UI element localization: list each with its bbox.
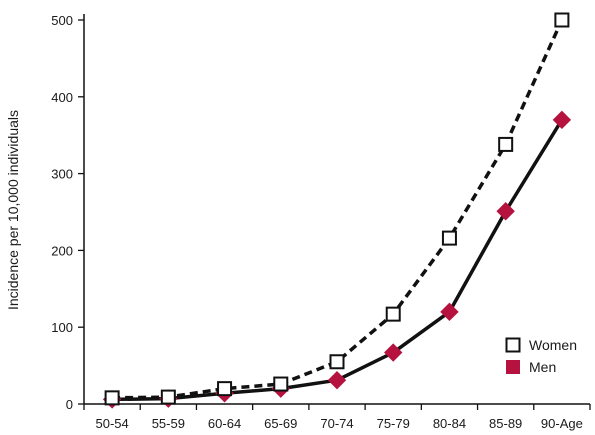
legend-marker-men	[506, 360, 520, 374]
series-line-women	[112, 19, 564, 400]
y-tick-label: 500	[51, 13, 73, 28]
data-point-women	[441, 230, 457, 246]
x-tick-label: 75-79	[377, 416, 410, 431]
data-point-women	[160, 389, 176, 405]
x-tick-label: 90-Age	[541, 416, 583, 431]
y-axis-ticks: 0 100 200 300 400 500	[51, 13, 84, 412]
y-tick-label: 100	[51, 320, 73, 335]
legend: Women Men	[505, 337, 577, 375]
data-point-women	[498, 136, 514, 152]
series-markers	[102, 12, 572, 409]
data-point-men	[384, 343, 403, 362]
data-point-women	[385, 306, 401, 322]
data-point-women	[329, 354, 345, 370]
y-tick-label: 200	[51, 243, 73, 258]
y-axis-title: Incidence per 10,000 individuals	[5, 110, 21, 310]
data-point-men	[552, 110, 572, 130]
legend-label-men: Men	[529, 359, 556, 375]
data-point-men	[327, 370, 347, 390]
legend-marker-women	[505, 337, 521, 353]
data-point-women	[104, 390, 120, 406]
x-tick-label: 85-89	[489, 416, 522, 431]
data-point-women	[554, 12, 570, 28]
legend-label-women: Women	[529, 337, 577, 353]
x-tick-label: 50-54	[95, 416, 128, 431]
y-tick-label: 0	[66, 397, 73, 412]
x-axis-ticks: 50-54 55-59 60-64 65-69 70-74 75-79 80-84 85-89…	[83, 404, 591, 431]
series-lines	[112, 19, 564, 402]
x-tick-label: 80-84	[433, 416, 466, 431]
data-point-men	[496, 202, 515, 221]
x-tick-label: 60-64	[208, 416, 241, 431]
x-tick-label: 70-74	[320, 416, 353, 431]
x-tick-label: 55-59	[152, 416, 185, 431]
y-tick-label: 300	[51, 167, 73, 182]
y-tick-label: 400	[51, 90, 73, 105]
data-point-men	[440, 302, 459, 322]
data-point-women	[273, 376, 289, 392]
data-point-women	[217, 381, 233, 397]
x-tick-label: 65-69	[264, 416, 297, 431]
